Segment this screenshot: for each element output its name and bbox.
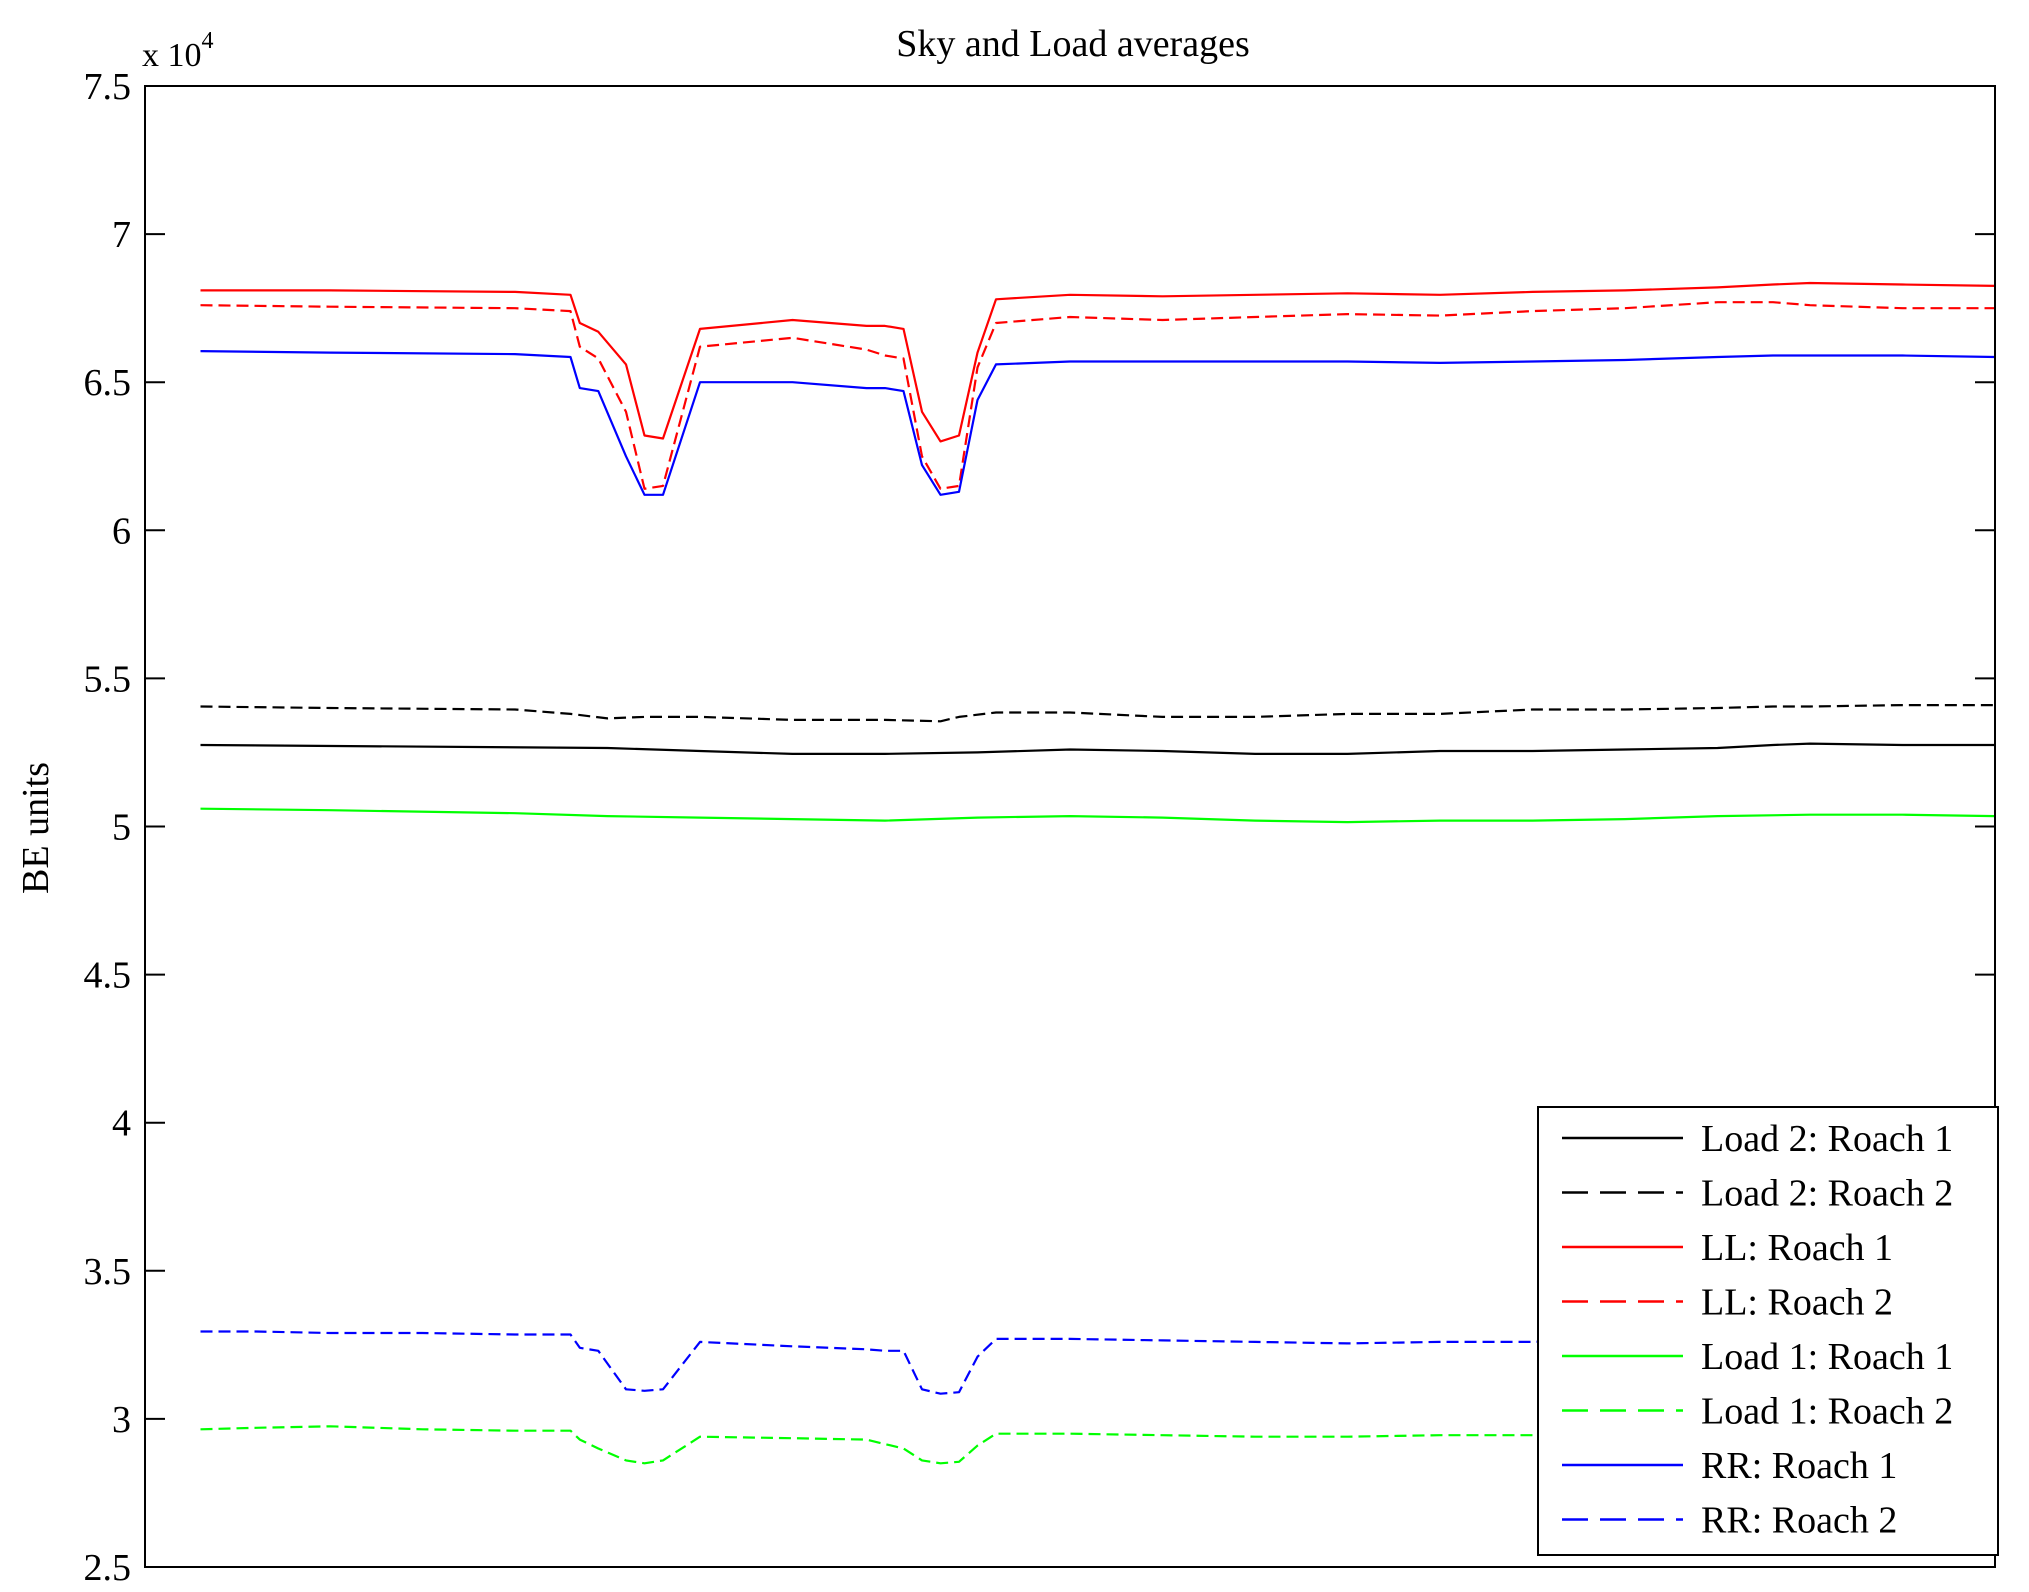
legend-item-load-2-roach-1: Load 2: Roach 1: [1562, 1118, 1953, 1160]
y-tick-label: 5: [112, 807, 131, 849]
legend-label: LL: Roach 1: [1701, 1227, 1893, 1269]
plot-area: [200, 281, 1996, 1465]
chart-title: Sky and Load averages: [896, 23, 1250, 65]
y-tick-label: 3: [112, 1399, 131, 1441]
legend-label: RR: Roach 2: [1701, 1500, 1897, 1542]
y-tick-label: 7: [112, 214, 131, 256]
series-line-load-2-roach-2: [200, 703, 1995, 723]
y-tick-label: 3.5: [84, 1251, 132, 1293]
legend-item-load-2-roach-2: Load 2: Roach 2: [1562, 1173, 1953, 1215]
legend-label: Load 1: Roach 2: [1701, 1391, 1953, 1433]
series-line-rr-roach-2: [200, 1330, 1773, 1395]
y-multiplier-base: x 10: [142, 37, 202, 74]
y-tick-label: 4.5: [84, 955, 132, 997]
legend-label: Load 1: Roach 1: [1701, 1336, 1953, 1378]
legend-item-load-1-roach-1: Load 1: Roach 1: [1562, 1336, 1953, 1378]
y-tick-label: 6: [112, 510, 131, 552]
y-tick-label: 7.5: [84, 66, 132, 108]
y-tick-label: 6.5: [84, 362, 132, 404]
legend-label: LL: Roach 2: [1701, 1282, 1893, 1324]
legend-item-ll-roach-1: LL: Roach 1: [1562, 1227, 1893, 1269]
series-line-rr-roach-1: [200, 350, 1996, 496]
y-axis-label: BE units: [15, 762, 57, 894]
y-axis-multiplier: x 104: [142, 28, 214, 74]
series-line-load-1-roach-1: [200, 807, 1996, 824]
legend-item-load-1-roach-2: Load 1: Roach 2: [1562, 1391, 1953, 1433]
legend-label: Load 2: Roach 1: [1701, 1118, 1953, 1160]
y-tick-label: 4: [112, 1103, 131, 1145]
y-tick-label: 5.5: [84, 658, 132, 700]
legend: Load 2: Roach 1 Load 2: Roach 2 LL: Roach …: [1537, 1106, 1999, 1556]
legend-box: [1537, 1106, 1999, 1556]
series-line-ll-roach-1: [200, 281, 1996, 443]
legend-label: RR: Roach 1: [1701, 1445, 1897, 1487]
series-line-load-1-roach-2: [200, 1425, 1773, 1465]
y-multiplier-exponent: 4: [202, 28, 214, 54]
series-line-ll-roach-2: [200, 301, 1995, 490]
y-tick-label: 2.5: [84, 1547, 132, 1589]
legend-item-ll-roach-2: LL: Roach 2: [1562, 1282, 1893, 1324]
series-line-load-2-roach-1: [200, 742, 1995, 756]
legend-item-rr-roach-2: RR: Roach 2: [1562, 1500, 1897, 1542]
legend-item-rr-roach-1: RR: Roach 1: [1562, 1445, 1897, 1487]
legend-label: Load 2: Roach 2: [1701, 1173, 1953, 1215]
